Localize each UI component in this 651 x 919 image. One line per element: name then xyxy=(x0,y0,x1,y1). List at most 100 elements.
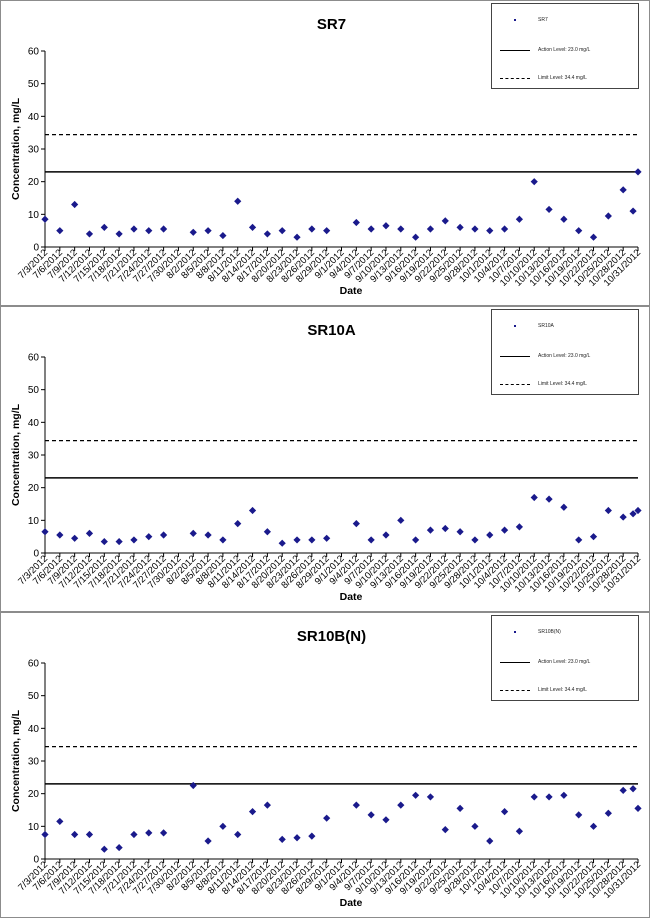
data-point xyxy=(619,513,627,521)
legend-dashed-line-icon xyxy=(500,384,530,385)
y-tick-label: 40 xyxy=(28,418,40,429)
data-point xyxy=(352,520,360,528)
legend-entry: Limit Level: 34.4 mg/L xyxy=(496,686,634,696)
data-point xyxy=(130,225,138,233)
y-tick-label: 0 xyxy=(33,549,39,560)
data-point xyxy=(575,536,583,544)
data-point xyxy=(471,225,479,233)
y-tick-label: 50 xyxy=(28,385,40,396)
data-point xyxy=(575,227,583,235)
y-axis-label: Concentration, mg/L xyxy=(10,403,22,506)
data-point xyxy=(619,186,627,194)
y-tick-label: 60 xyxy=(28,659,40,670)
data-point xyxy=(441,217,449,225)
data-point xyxy=(278,835,286,843)
data-point xyxy=(234,197,242,205)
data-point xyxy=(189,529,197,537)
data-point xyxy=(575,811,583,819)
data-point xyxy=(382,816,390,824)
data-point xyxy=(352,801,360,809)
data-point xyxy=(115,537,123,546)
data-point xyxy=(160,829,168,837)
y-tick-label: 60 xyxy=(28,47,40,58)
data-point xyxy=(219,536,227,544)
data-point xyxy=(486,227,494,235)
data-point xyxy=(160,531,168,539)
data-point xyxy=(248,808,257,816)
y-tick-label: 40 xyxy=(28,112,40,123)
legend-label: Action Level: 23.0 mg/L xyxy=(538,659,591,665)
data-point xyxy=(634,168,642,176)
legend-entry: Action Level: 23.0 mg/L xyxy=(496,352,634,362)
data-point xyxy=(115,230,123,238)
data-point xyxy=(323,814,331,822)
legend-marker-icon xyxy=(514,325,516,327)
data-point xyxy=(293,536,301,544)
data-point xyxy=(456,804,464,812)
y-tick-label: 20 xyxy=(28,177,40,188)
data-point xyxy=(545,793,553,801)
data-point xyxy=(130,830,138,839)
data-point xyxy=(530,493,538,502)
data-point xyxy=(589,822,598,830)
data-point xyxy=(204,531,212,539)
data-point xyxy=(145,227,153,235)
data-point xyxy=(130,536,138,544)
y-tick-label: 0 xyxy=(33,243,39,254)
legend-entry: SR7 xyxy=(496,16,634,26)
data-point xyxy=(248,506,257,515)
data-point xyxy=(471,536,479,544)
data-point xyxy=(471,822,479,830)
data-point xyxy=(530,793,538,801)
data-point xyxy=(426,526,435,534)
y-tick-label: 30 xyxy=(28,451,40,462)
data-point xyxy=(204,837,212,845)
chart-legend: SR10A Action Level: 23.0 mg/L Limit Level:… xyxy=(491,309,639,395)
legend-label: Limit Level: 34.4 mg/L xyxy=(538,381,587,387)
data-point xyxy=(412,233,420,241)
data-point xyxy=(189,228,197,236)
y-tick-label: 30 xyxy=(28,145,40,156)
legend-solid-line-icon xyxy=(500,356,530,357)
data-point xyxy=(71,830,79,839)
chart-legend: SR10B(N) Action Level: 23.0 mg/L Limit Lev… xyxy=(491,615,639,701)
data-point xyxy=(278,227,286,235)
legend-marker-icon xyxy=(514,19,516,21)
chart-title: SR7 xyxy=(317,16,346,33)
data-point xyxy=(278,539,286,547)
y-axis-label: Concentration, mg/L xyxy=(10,97,22,200)
x-axis-label: Date xyxy=(340,897,363,909)
chart-title: SR10B(N) xyxy=(297,628,366,645)
data-point xyxy=(56,531,64,539)
data-point xyxy=(382,222,390,230)
data-point xyxy=(263,801,271,809)
chart-svg: SR701020304050607/3/20127/6/20127/9/2012… xyxy=(10,16,643,297)
data-point xyxy=(248,223,257,231)
data-point xyxy=(308,225,316,233)
y-tick-label: 20 xyxy=(28,483,40,494)
data-point xyxy=(71,200,79,209)
chart-svg: SR10A01020304050607/3/20127/6/20127/9/20… xyxy=(10,322,643,603)
y-tick-label: 20 xyxy=(28,789,40,800)
legend-dashed-line-icon xyxy=(500,78,530,79)
data-point xyxy=(41,215,49,223)
data-point xyxy=(426,793,435,801)
data-point xyxy=(367,225,375,233)
data-point xyxy=(397,516,405,524)
data-point xyxy=(456,528,464,536)
data-point xyxy=(263,528,271,536)
legend-label: Action Level: 23.0 mg/L xyxy=(538,47,591,53)
y-axis-label: Concentration, mg/L xyxy=(10,709,22,812)
data-point xyxy=(560,215,568,223)
legend-solid-line-icon xyxy=(500,662,530,663)
data-point xyxy=(634,506,642,515)
data-point xyxy=(219,231,227,240)
data-point xyxy=(486,837,494,845)
data-point xyxy=(367,536,375,544)
data-point xyxy=(397,225,405,233)
legend-entry: SR10B(N) xyxy=(496,628,634,638)
legend-label: SR7 xyxy=(538,17,548,23)
data-point xyxy=(189,781,197,790)
legend-label: SR10B(N) xyxy=(538,629,561,635)
y-tick-label: 50 xyxy=(28,691,40,702)
